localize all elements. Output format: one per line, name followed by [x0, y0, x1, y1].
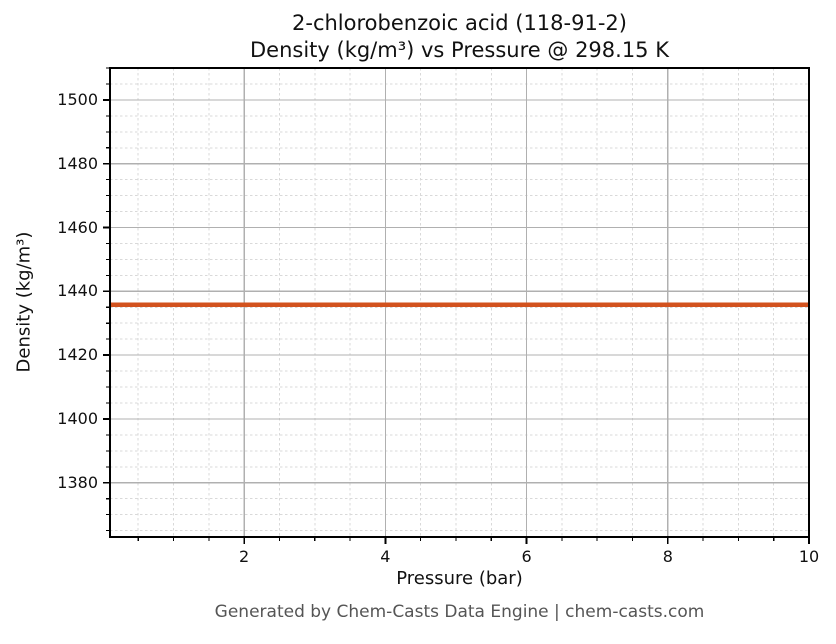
x-axis-label: Pressure (bar) [396, 568, 523, 589]
x-tick-label: 4 [380, 547, 391, 566]
y-tick-label: 1380 [57, 472, 98, 492]
y-tick-label: 1500 [57, 89, 98, 109]
x-tick-label: 8 [662, 547, 673, 566]
x-tick-label: 6 [521, 547, 532, 566]
x-tick-label: 10 [798, 547, 820, 566]
chart-title-line-2: Density (kg/m³) vs Pressure @ 298.15 K [249, 38, 669, 62]
y-tick-label: 1420 [57, 345, 98, 365]
y-tick-label: 1440 [57, 281, 98, 301]
y-axis-label: Density (kg/m³) [13, 231, 35, 373]
axes-border [109, 67, 810, 538]
chart-title: 2-chlorobenzoic acid (118-91-2) Density … [110, 10, 809, 64]
x-tick-label: 2 [239, 547, 250, 566]
footer-text: Generated by Chem-Casts Data Engine | ch… [214, 602, 705, 622]
y-tick-label: 1460 [57, 217, 98, 237]
y-tick-label: 1400 [57, 408, 98, 428]
y-tick-label: 1480 [57, 153, 98, 173]
chart-title-line-1: 2-chlorobenzoic acid (118-91-2) [292, 11, 627, 35]
